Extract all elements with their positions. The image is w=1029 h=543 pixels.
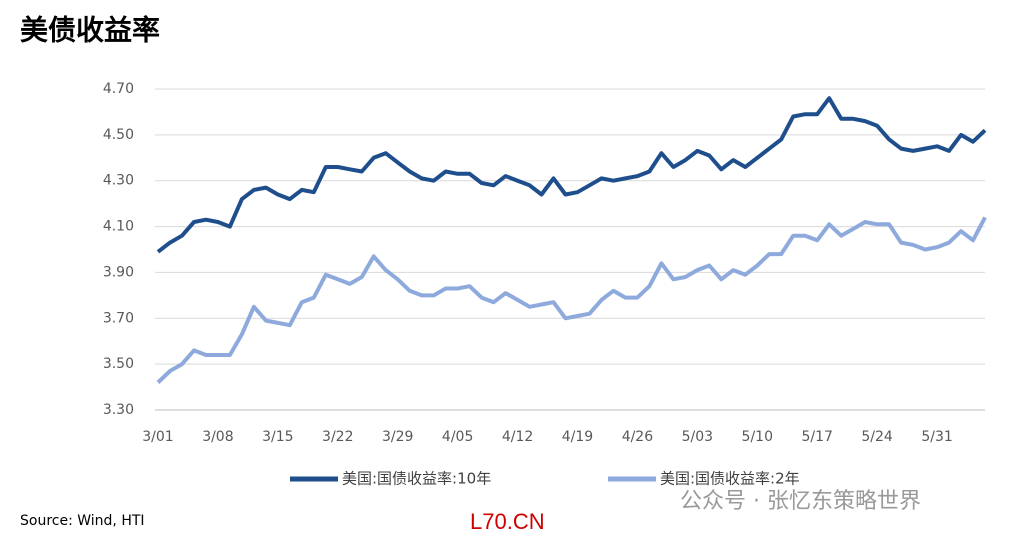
y-tick-label: 4.50 <box>103 127 134 143</box>
x-tick-label: 5/03 <box>682 429 713 445</box>
x-tick-label: 3/15 <box>262 429 293 445</box>
y-tick-label: 3.50 <box>103 356 134 372</box>
site-mark: L70.CN <box>470 509 545 534</box>
x-tick-label: 4/19 <box>562 429 593 445</box>
x-tick-label: 5/17 <box>801 429 832 445</box>
line-series <box>156 216 987 384</box>
x-tick-label: 3/22 <box>322 429 353 445</box>
y-tick-label: 4.10 <box>103 219 134 235</box>
y-tick-label: 3.70 <box>103 310 134 326</box>
y-tick-label: 4.70 <box>103 81 134 97</box>
x-tick-label: 4/12 <box>502 429 533 445</box>
x-tick-label: 4/26 <box>622 429 654 445</box>
x-tick-label: 5/10 <box>742 429 773 445</box>
chart-title: 美债收益率 <box>20 14 160 47</box>
source: Source: Wind, HTI <box>20 513 145 529</box>
legend-label: 美国:国债收益率:10年 <box>342 470 491 488</box>
x-tick-label: 3/08 <box>202 429 233 445</box>
x-tick-label: 5/31 <box>921 429 952 445</box>
y-tick-label: 3.30 <box>103 402 134 418</box>
y-tick-label: 4.30 <box>103 173 134 189</box>
y-tick-label: 3.90 <box>103 264 134 280</box>
x-tick-label: 3/29 <box>382 429 413 445</box>
legend-label: 美国:国债收益率:2年 <box>660 470 800 488</box>
watermark: 公众号 · 张忆东策略世界 <box>680 489 921 514</box>
x-tick-label: 3/01 <box>142 429 173 445</box>
x-tick-label: 5/24 <box>861 429 893 445</box>
x-tick-label: 4/05 <box>442 429 473 445</box>
line-series <box>156 96 987 254</box>
